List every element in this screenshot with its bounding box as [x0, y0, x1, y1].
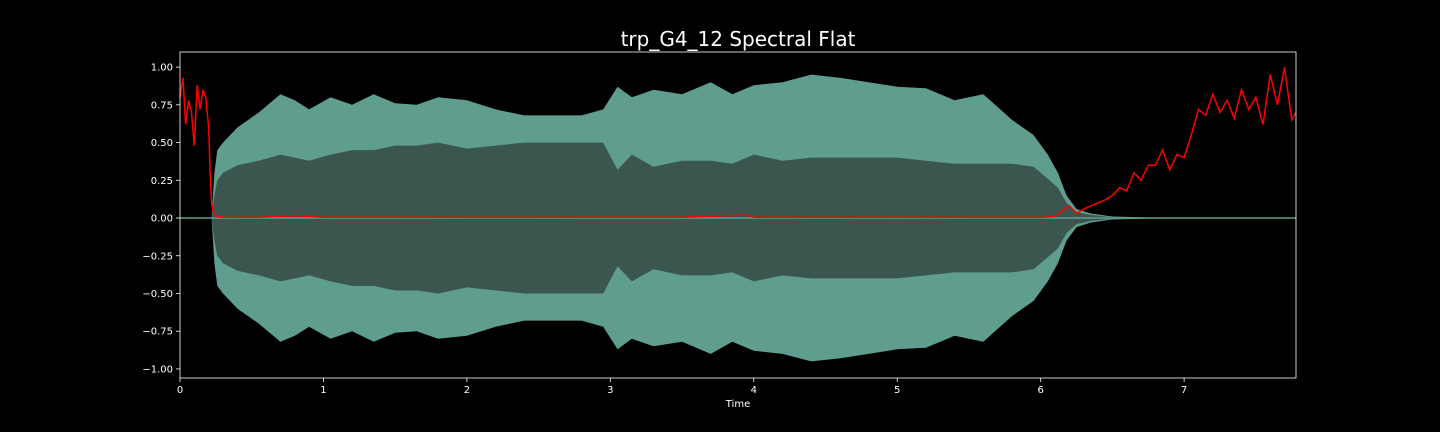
y-tick-label: 0.25 — [151, 176, 173, 187]
x-tick-label: 3 — [607, 385, 613, 396]
y-tick-label: −0.50 — [142, 289, 173, 300]
y-tick-label: 1.00 — [151, 63, 173, 74]
x-tick-label: 1 — [320, 385, 326, 396]
x-axis-label: Time — [725, 399, 750, 410]
x-tick-label: 5 — [894, 385, 900, 396]
y-axis: −1.00 −0.75 −0.50 −0.25 0.00 0.25 0.50 0.75 1.00 — [142, 63, 180, 375]
x-tick-label: 2 — [464, 385, 470, 396]
x-tick-label: 7 — [1181, 385, 1187, 396]
y-tick-label: 0.00 — [151, 214, 173, 225]
plot-area — [179, 66, 1297, 362]
chart-title: trp_G4_12 Spectral Flat — [621, 27, 856, 51]
y-tick-label: 0.75 — [151, 100, 173, 111]
y-tick-label: −0.25 — [142, 251, 173, 262]
x-axis: 0 1 2 3 4 5 6 7 — [177, 378, 1187, 396]
y-tick-label: 0.50 — [151, 138, 173, 149]
x-tick-label: 4 — [751, 385, 757, 396]
y-tick-label: −1.00 — [142, 364, 173, 375]
y-tick-label: −0.75 — [142, 327, 173, 338]
x-tick-label: 6 — [1037, 385, 1043, 396]
axes-frame — [179, 51, 1297, 379]
x-tick-label: 0 — [177, 385, 183, 396]
spectral-flatness-line — [179, 66, 1297, 219]
